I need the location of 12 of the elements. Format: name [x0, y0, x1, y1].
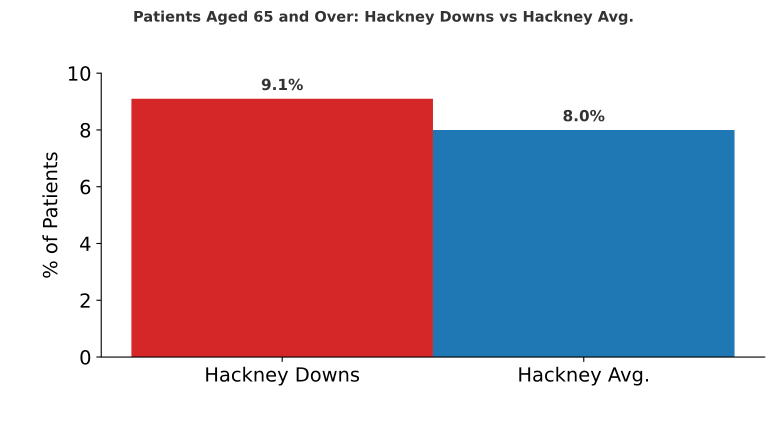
x-tick-label: Hackney Avg. [519, 366, 648, 386]
chart-title: Patients Aged 65 and Over: Hackney Downs vs Hackney Avg. [134, 10, 633, 25]
data-label: 9.1% [262, 78, 303, 90]
y-tick-label: 0 [80, 350, 90, 365]
data-label: 8.0% [564, 110, 604, 122]
y-axis-title: % of Patients [42, 152, 58, 278]
y-tick-label: 6 [80, 180, 90, 194]
y-tick-label: 8 [80, 122, 90, 138]
y-tick-label: 4 [80, 236, 90, 251]
y-tick-label: 2 [80, 293, 90, 308]
y-tick-label: 10 [68, 66, 90, 81]
x-tick-label: Hackney Downs [206, 366, 360, 386]
